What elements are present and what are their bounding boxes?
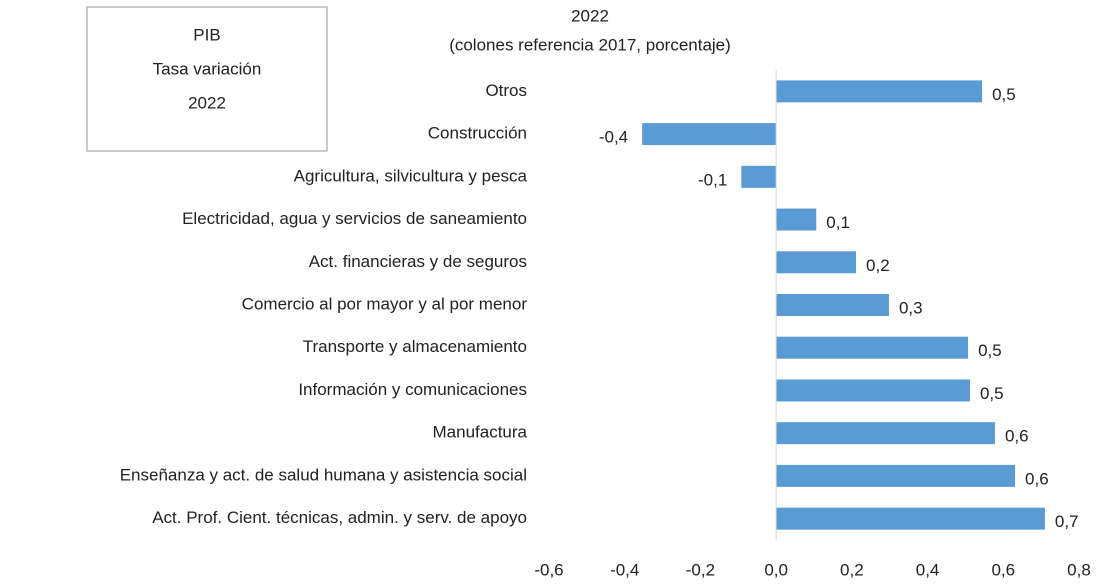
y-tick-label: Agricultura, silvicultura y pesca [294, 166, 528, 185]
annotation-line: Tasa variación [153, 59, 262, 78]
bar [776, 379, 970, 402]
value-label: 0,3 [899, 298, 923, 317]
bar [776, 507, 1045, 530]
x-tick-label: 0,4 [916, 560, 940, 579]
value-label: 0,5 [980, 384, 1004, 403]
chart-title: 2022 [571, 6, 609, 25]
y-tick-label: Act. financieras y de seguros [309, 252, 527, 271]
x-tick-label: 0,6 [991, 560, 1015, 579]
bar [776, 464, 1016, 487]
y-tick-label: Comercio al por mayor y al por menor [242, 294, 528, 313]
bar [776, 336, 969, 359]
y-tick-label: Electricidad, agua y servicios de saneam… [182, 209, 527, 228]
value-label: 0,7 [1055, 512, 1079, 531]
y-tick-label: Manufactura [433, 423, 528, 442]
annotation-line: PIB [193, 25, 220, 44]
value-label: -0,4 [599, 128, 628, 147]
y-tick-label: Construcción [428, 124, 527, 143]
x-tick-label: -0,4 [610, 560, 639, 579]
bar [776, 208, 817, 231]
annotation-box [86, 6, 328, 152]
value-label: 0,5 [978, 341, 1002, 360]
x-tick-label: -0,6 [534, 560, 563, 579]
value-label: 0,6 [1025, 469, 1049, 488]
value-label: 0,2 [866, 256, 890, 275]
bar [776, 80, 983, 103]
annotation-line: 2022 [188, 93, 226, 112]
y-tick-label: Act. Prof. Cient. técnicas, admin. y ser… [152, 508, 527, 527]
chart-subtitle: (colones referencia 2017, porcentaje) [449, 35, 731, 54]
x-tick-label: 0,8 [1067, 560, 1091, 579]
x-tick-label: 0,2 [840, 560, 864, 579]
bar [776, 251, 857, 274]
value-label: 0,1 [826, 213, 850, 232]
y-tick-label: Enseñanza y act. de salud humana y asist… [120, 465, 527, 484]
value-label: 0,6 [1005, 427, 1029, 446]
bar [776, 422, 995, 445]
y-tick-label: Transporte y almacenamiento [303, 337, 527, 356]
y-tick-label: Otros [485, 81, 527, 100]
y-tick-label: Información y comunicaciones [298, 380, 527, 399]
x-tick-label: 0,0 [764, 560, 788, 579]
bar [741, 165, 777, 188]
bar [642, 123, 777, 146]
x-tick-label: -0,2 [686, 560, 715, 579]
value-label: 0,5 [992, 85, 1016, 104]
value-label: -0,1 [698, 170, 727, 189]
bar [776, 294, 889, 316]
